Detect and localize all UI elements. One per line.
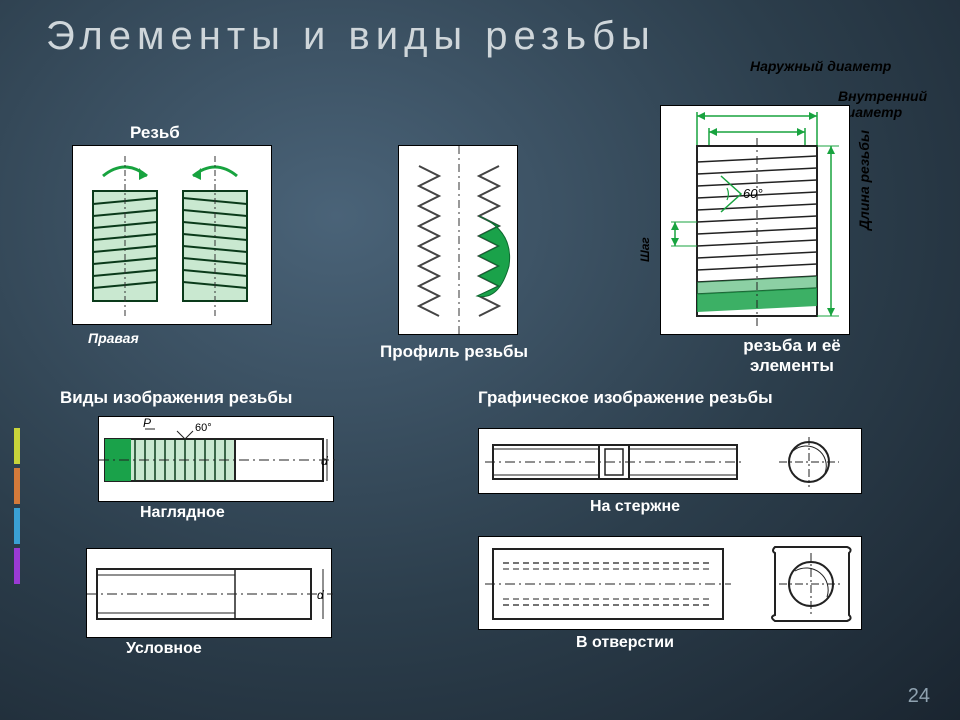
- fig2-caption: Профиль резьбы: [380, 342, 528, 362]
- s3a-box: [478, 428, 862, 494]
- sidebar-accent: [14, 428, 20, 588]
- s3a-caption: На стержне: [590, 498, 680, 516]
- fig1-box: [72, 145, 272, 325]
- step-label: Шаг: [638, 237, 652, 262]
- fig2-svg: [399, 146, 519, 336]
- length-label: Длина резьбы: [856, 130, 872, 230]
- s2b-svg: d: [87, 549, 333, 639]
- section2-heading: Виды изображения резьбы: [60, 388, 292, 408]
- section3-heading: Графическое изображение резьбы: [478, 388, 798, 408]
- s2b-caption: Условное: [126, 640, 216, 658]
- fig3-svg: 60°: [661, 106, 851, 336]
- s3b-caption: В отверстии: [576, 634, 674, 652]
- svg-text:d: d: [321, 454, 328, 468]
- s3b-svg: [479, 537, 863, 631]
- accent-bar: [14, 548, 20, 584]
- inner-diameter-label: Внутренний диаметр: [838, 88, 958, 120]
- accent-bar: [14, 428, 20, 464]
- outer-diameter-label: Наружный диаметр: [750, 58, 891, 74]
- svg-text:60°: 60°: [195, 422, 212, 434]
- s3b-box: [478, 536, 862, 630]
- accent-bar: [14, 508, 20, 544]
- svg-text:d: d: [317, 588, 324, 602]
- s3a-svg: [479, 429, 863, 495]
- svg-text:60°: 60°: [743, 186, 763, 201]
- fig3-caption: резьба и её элементы: [722, 336, 862, 377]
- slide-number: 24: [908, 685, 930, 708]
- accent-bar: [14, 468, 20, 504]
- fig1-svg: [73, 146, 273, 326]
- s2a-svg: P 60° d: [99, 417, 335, 503]
- svg-text:P: P: [143, 417, 151, 430]
- s2a-box: P 60° d: [98, 416, 334, 502]
- fig2-box: [398, 145, 518, 335]
- fig1-caption: Правая: [88, 330, 139, 346]
- s2b-box: d: [86, 548, 332, 638]
- fig1-section-label: Резьб: [130, 123, 180, 143]
- s2a-caption: Наглядное: [140, 504, 225, 522]
- slide-title: Элементы и виды резьбы: [46, 14, 656, 59]
- fig3-box: 60°: [660, 105, 850, 335]
